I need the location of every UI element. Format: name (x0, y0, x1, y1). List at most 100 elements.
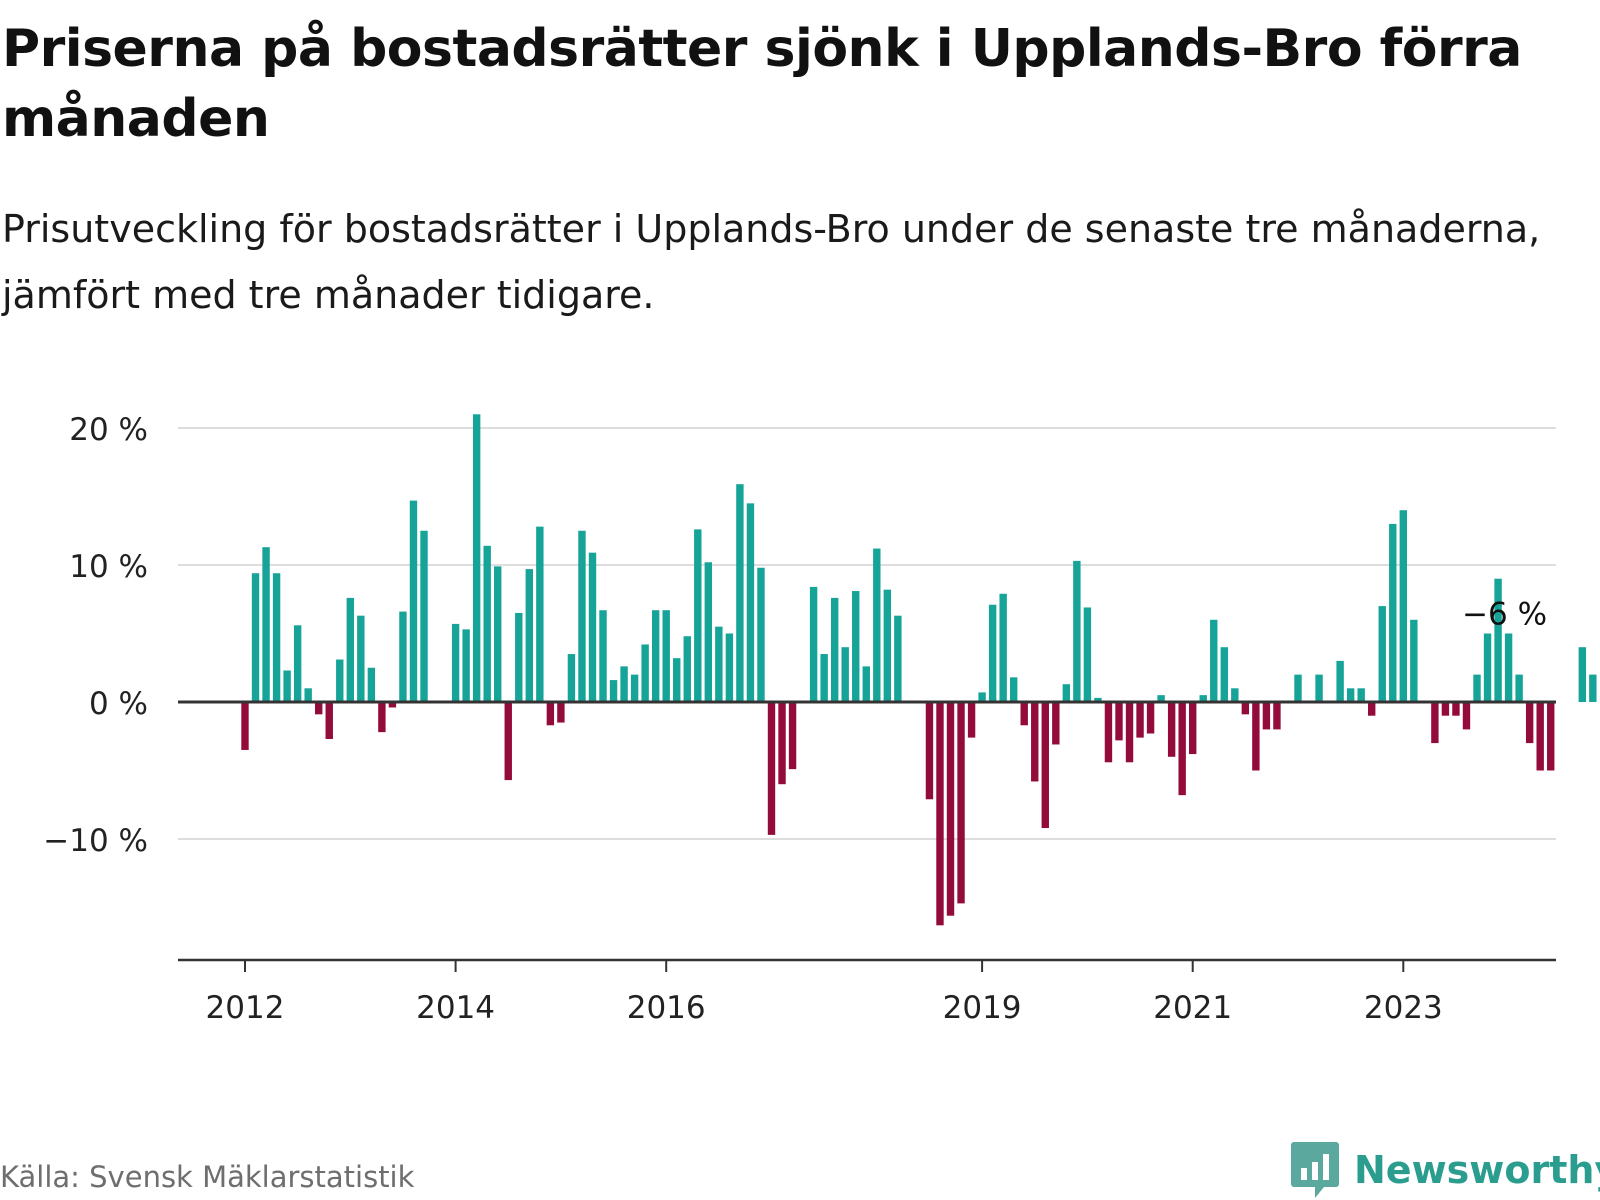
bar (494, 566, 502, 702)
y-tick-label: 20 % (69, 412, 148, 448)
bar (399, 611, 407, 702)
axes (178, 700, 1556, 972)
bar (1052, 702, 1060, 745)
gridlines (178, 427, 1556, 840)
page-subtitle: Prisutveckling för bostadsrätter i Uppla… (2, 207, 1541, 317)
bar (894, 615, 902, 702)
bar (1589, 674, 1597, 702)
bar-chart: −10 % 0 % 10 % 20 % 2012 2014 2016 2019 2021 2023… (43, 412, 1597, 1026)
bar (546, 702, 555, 726)
bar (978, 692, 986, 702)
bar (862, 666, 870, 702)
bar (1515, 674, 1523, 702)
bar (1125, 702, 1134, 763)
bar (1041, 702, 1049, 829)
bar (1189, 702, 1197, 755)
bar (388, 702, 397, 708)
x-tick-label: 2023 (1364, 990, 1443, 1026)
bar (1210, 619, 1218, 702)
bar (925, 702, 934, 800)
bar (367, 667, 376, 702)
bar (536, 526, 544, 702)
bar (1094, 697, 1102, 702)
bar (883, 589, 892, 702)
y-tick-label: 0 % (89, 686, 148, 722)
bar (515, 612, 523, 702)
bar (1536, 702, 1544, 771)
bar (736, 484, 744, 702)
bar (694, 529, 702, 702)
x-tick-label: 2019 (943, 990, 1022, 1026)
bar (504, 702, 512, 781)
bar (683, 636, 691, 702)
bar (1178, 702, 1186, 796)
bar (852, 591, 860, 702)
bar (378, 702, 386, 733)
bar (830, 597, 839, 702)
bar (1473, 674, 1481, 702)
bar (1073, 560, 1081, 702)
bar (1431, 702, 1439, 744)
bar (1157, 695, 1165, 702)
bar (957, 702, 965, 904)
bar (641, 644, 649, 702)
last-value-label: −6 % (1462, 597, 1547, 633)
bar (967, 702, 976, 738)
bar (1083, 607, 1092, 702)
bar (609, 680, 618, 702)
bar (283, 670, 291, 702)
bar (1262, 702, 1271, 730)
brand-name: Newsworthy (1354, 1148, 1600, 1192)
x-tick-label: 2016 (627, 990, 706, 1026)
bar (599, 610, 607, 702)
bar (746, 503, 755, 702)
page-title: Priserna på bostadsrätter sjönk i Upplan… (2, 19, 1522, 149)
bar (946, 702, 955, 916)
bar (1020, 702, 1028, 726)
bar (788, 702, 797, 770)
y-tick-label: 10 % (69, 549, 148, 585)
bar (715, 626, 723, 702)
bar (472, 414, 481, 702)
bar (1346, 688, 1355, 702)
bar (936, 702, 944, 926)
bar (315, 702, 323, 715)
bar (567, 654, 576, 702)
bar (304, 688, 312, 702)
bar (873, 548, 881, 702)
bar (1136, 702, 1144, 738)
bar (1315, 674, 1323, 702)
bar (999, 593, 1007, 702)
labels: −10 % 0 % 10 % 20 % 2012 2014 2016 2019 2021 2023… (43, 412, 1547, 1026)
brand-logo[interactable]: Newsworthy (1290, 1140, 1600, 1200)
bar (1483, 633, 1492, 702)
bar (841, 647, 849, 702)
bar (662, 610, 670, 702)
bar (1336, 660, 1344, 702)
bar (1146, 702, 1155, 734)
bar (1378, 606, 1386, 702)
bar (651, 610, 660, 702)
bar (1294, 674, 1302, 702)
bar (630, 674, 639, 702)
bar (1399, 510, 1407, 702)
bar (357, 615, 365, 702)
x-tick-label: 2014 (416, 990, 495, 1026)
bar (1231, 688, 1239, 702)
bar (462, 629, 470, 702)
bar (725, 633, 734, 702)
bar (409, 500, 418, 702)
bar (1494, 578, 1502, 702)
bar (557, 702, 565, 723)
bar (1031, 702, 1039, 782)
bar (704, 562, 713, 702)
bar (1452, 702, 1460, 716)
bar (1104, 702, 1113, 763)
x-tick-label: 2021 (1153, 990, 1232, 1026)
bar (241, 702, 249, 750)
bar (1009, 677, 1018, 702)
bar (1273, 702, 1281, 730)
bar (1410, 619, 1418, 702)
bar (1389, 523, 1397, 702)
bar (1357, 688, 1365, 702)
